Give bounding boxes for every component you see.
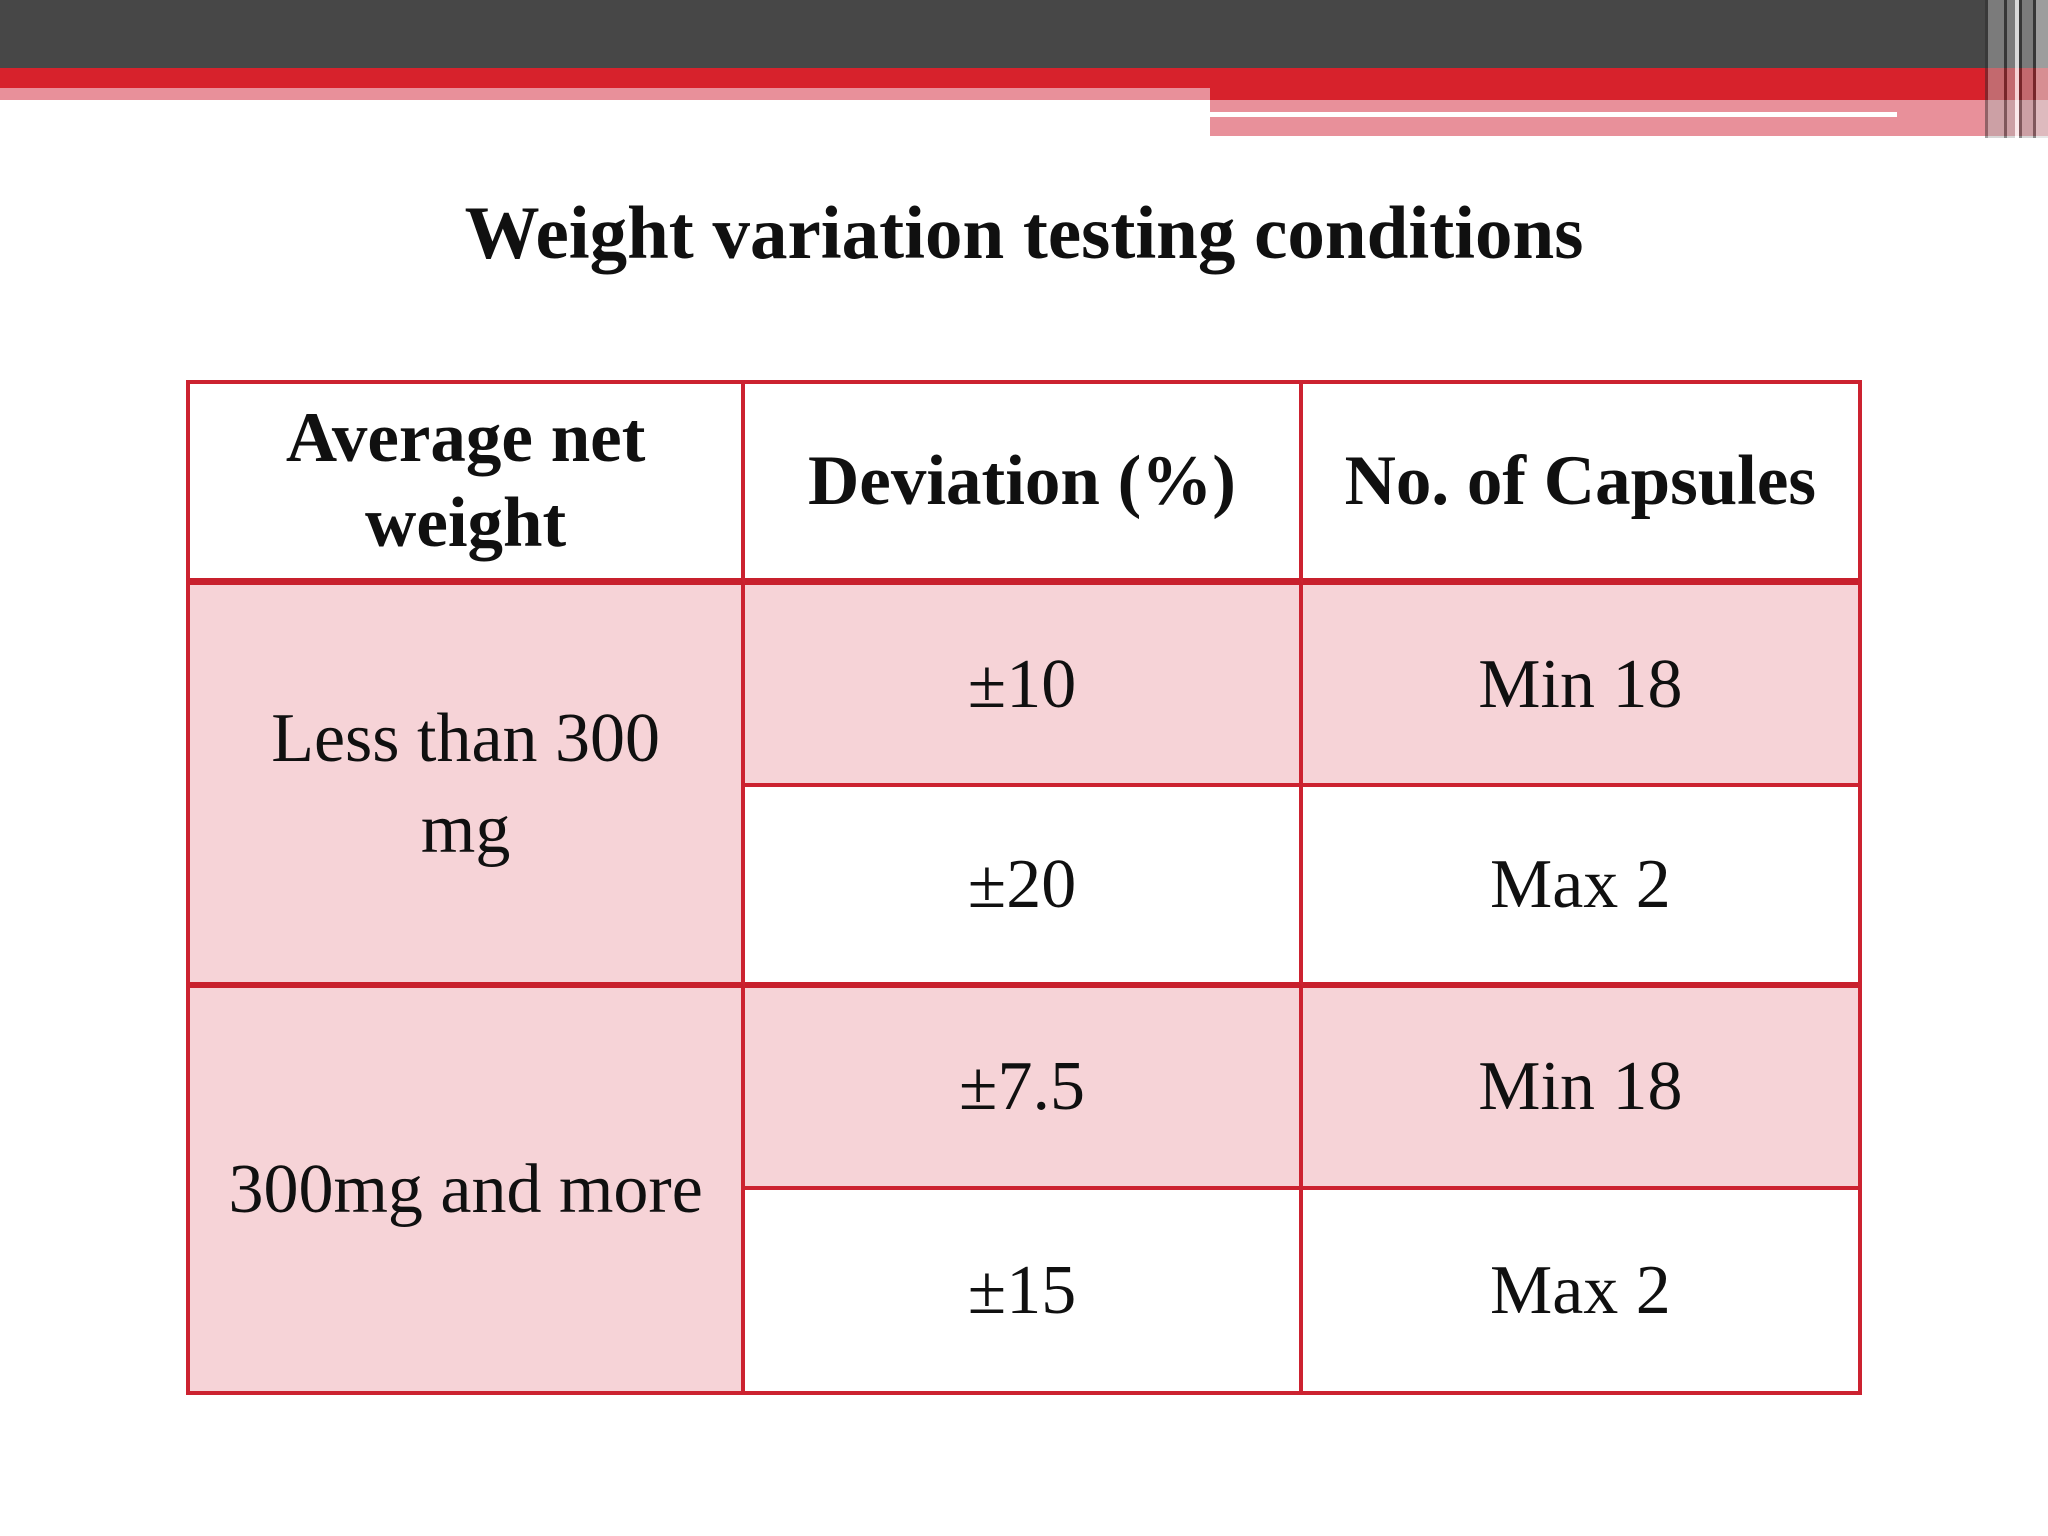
stripe	[2019, 0, 2022, 138]
banner-dark-bar	[0, 0, 2048, 68]
banner-pink-stripe-left	[0, 88, 1210, 100]
corner-stripes-decoration	[1985, 0, 2048, 138]
banner-white-line	[1210, 112, 1897, 117]
capsules-cell: Max 2	[1302, 786, 1858, 989]
weight-group-cell-less-than-300mg: Less than 300 mg	[190, 585, 746, 989]
header-cell-no-of-capsules: No. of Capsules	[1302, 384, 1858, 586]
capsules-cell: Max 2	[1302, 1189, 1858, 1391]
weight-group-cell-300mg-and-more: 300mg and more	[190, 988, 746, 1391]
deviation-cell: ±20	[745, 786, 1303, 989]
banner-red-stripe-right	[1210, 68, 2048, 100]
banner-pink-stripe-right	[1210, 100, 2048, 136]
slide-title: Weight variation testing conditions	[464, 192, 1584, 275]
stripe	[1988, 0, 2004, 138]
capsules-cell: Min 18	[1302, 585, 1858, 787]
header-cell-deviation: Deviation (%)	[745, 384, 1303, 586]
stripe	[2004, 0, 2007, 138]
deviation-cell: ±7.5	[745, 988, 1303, 1190]
stripe	[2033, 0, 2036, 138]
stripe	[2007, 0, 2015, 138]
stripe	[2022, 0, 2033, 138]
stripe	[2015, 0, 2019, 138]
header-cell-average-net-weight: Average net weight	[190, 384, 746, 586]
deviation-cell: ±15	[745, 1189, 1303, 1391]
weight-variation-table: Average net weight Deviation (%) No. of …	[186, 380, 1862, 1395]
capsules-cell: Min 18	[1302, 988, 1858, 1190]
deviation-cell: ±10	[745, 585, 1303, 787]
stripe	[2036, 0, 2048, 138]
stripe	[1985, 0, 1988, 138]
banner-red-stripe-left	[0, 68, 1210, 88]
